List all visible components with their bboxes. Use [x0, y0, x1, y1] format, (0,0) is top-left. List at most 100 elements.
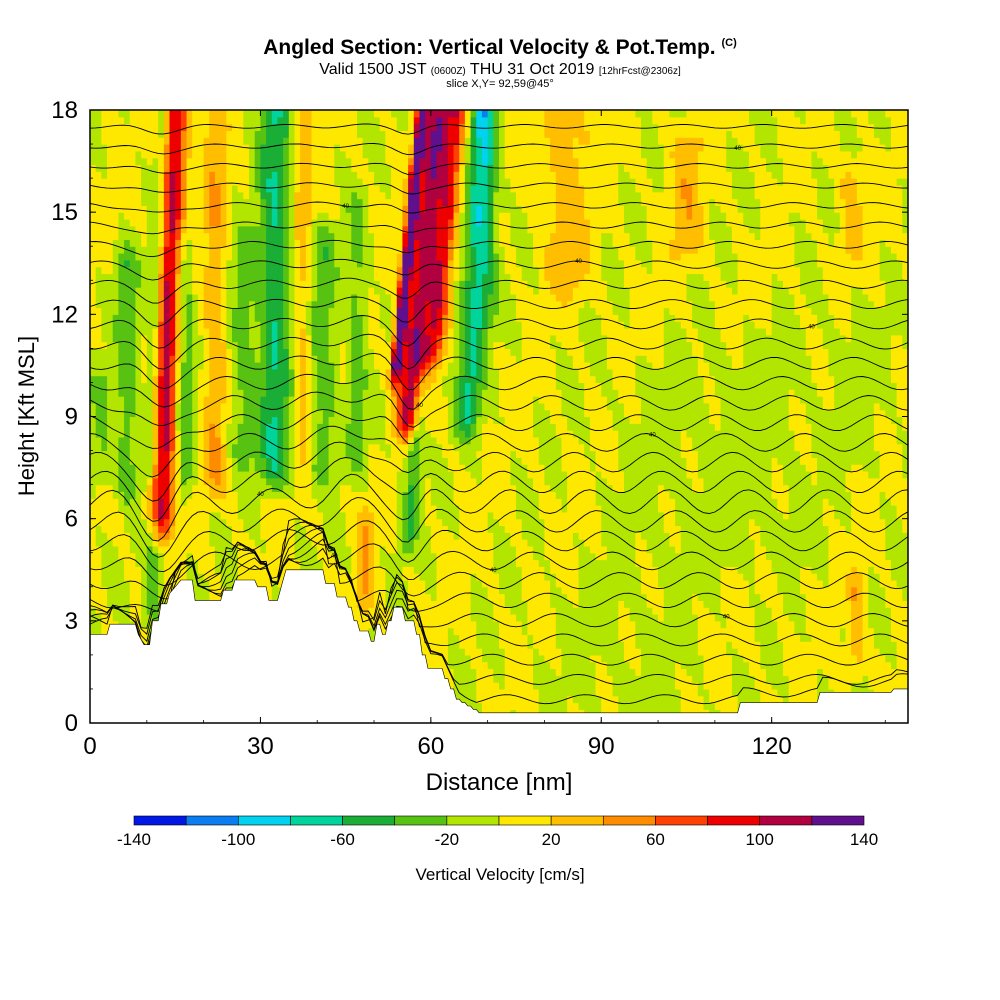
velocity-cell [271, 259, 279, 268]
velocity-cell [339, 566, 347, 574]
velocity-cell [124, 280, 131, 288]
velocity-cell [396, 232, 404, 241]
velocity-cell [226, 253, 233, 261]
velocity-cell [266, 457, 273, 465]
velocity-cell [277, 212, 284, 220]
velocity-cell [334, 225, 341, 234]
velocity-cell [101, 218, 108, 227]
velocity-cell [180, 436, 188, 445]
velocity-cell [391, 259, 398, 268]
velocity-cell [186, 341, 193, 349]
velocity-cell [180, 212, 188, 220]
velocity-cell [266, 232, 273, 241]
velocity-cell [237, 477, 244, 486]
velocity-cell [283, 171, 290, 179]
velocity-cell [294, 375, 301, 384]
velocity-cell [152, 287, 159, 295]
velocity-cell [283, 314, 290, 322]
velocity-cell [175, 123, 182, 132]
velocity-cell [220, 450, 227, 458]
velocity-cell [277, 457, 284, 465]
velocity-cell [152, 579, 159, 588]
velocity-cell [396, 600, 404, 608]
velocity-cell [232, 239, 239, 247]
velocity-cell [368, 157, 375, 166]
velocity-cell [135, 273, 142, 281]
velocity-cell [124, 232, 131, 241]
velocity-cell [95, 150, 102, 159]
velocity-cell [374, 539, 381, 547]
velocity-cell [135, 375, 142, 384]
velocity-cell [135, 600, 142, 608]
velocity-cell [197, 205, 205, 213]
velocity-cell [214, 280, 222, 288]
velocity-cell [220, 321, 227, 329]
velocity-cell [175, 130, 182, 138]
velocity-cell [107, 273, 114, 281]
velocity-cell [197, 144, 205, 152]
velocity-cell [277, 273, 284, 281]
velocity-cell [379, 110, 386, 118]
velocity-cell [107, 280, 114, 288]
velocity-cell [317, 505, 324, 513]
velocity-cell [163, 389, 171, 397]
velocity-cell [226, 545, 233, 554]
velocity-cell [163, 232, 171, 241]
velocity-cell [266, 225, 273, 234]
velocity-cell [277, 518, 284, 527]
velocity-cell [209, 232, 216, 241]
velocity-cell [362, 484, 369, 493]
velocity-cell [220, 307, 227, 315]
velocity-cell [237, 464, 244, 472]
velocity-cell [328, 348, 335, 356]
velocity-cell [334, 259, 341, 268]
velocity-cell [328, 518, 335, 527]
velocity-cell [345, 110, 352, 118]
velocity-cell [374, 362, 381, 370]
velocity-cell [368, 130, 375, 138]
velocity-cell [402, 518, 409, 527]
velocity-cell [294, 511, 301, 520]
velocity-cell [101, 457, 108, 465]
velocity-cell [90, 110, 97, 118]
velocity-cell [141, 573, 148, 581]
velocity-cell [175, 232, 182, 241]
velocity-cell [124, 144, 131, 152]
velocity-cell [368, 253, 375, 261]
velocity-cell [356, 525, 364, 533]
velocity-cell [368, 573, 375, 581]
velocity-cell [356, 253, 364, 261]
velocity-cell [226, 150, 233, 159]
velocity-cell [317, 130, 324, 138]
velocity-cell [288, 559, 296, 567]
velocity-cell [169, 450, 176, 458]
velocity-cell [266, 144, 273, 152]
velocity-cell [311, 321, 318, 329]
velocity-cell [317, 409, 324, 418]
velocity-cell [374, 579, 381, 588]
velocity-cell [374, 443, 381, 452]
velocity-cell [368, 634, 375, 642]
velocity-cell [135, 150, 142, 159]
velocity-cell [328, 116, 335, 125]
velocity-cell [396, 396, 404, 404]
velocity-cell [339, 559, 347, 567]
velocity-cell [254, 253, 262, 261]
velocity-cell [391, 171, 398, 179]
velocity-cell [237, 511, 244, 520]
velocity-cell [368, 607, 375, 615]
velocity-cell [374, 116, 381, 125]
velocity-cell [129, 552, 137, 561]
velocity-cell [203, 409, 210, 418]
velocity-cell [379, 253, 386, 261]
velocity-cell [288, 457, 296, 465]
velocity-cell [175, 273, 182, 281]
velocity-cell [169, 396, 176, 404]
velocity-cell [328, 355, 335, 363]
velocity-cell [101, 239, 108, 247]
velocity-cell [339, 191, 347, 200]
velocity-cell [351, 539, 358, 547]
velocity-cell [214, 505, 222, 513]
velocity-cell [214, 457, 222, 465]
velocity-cell [141, 593, 148, 601]
